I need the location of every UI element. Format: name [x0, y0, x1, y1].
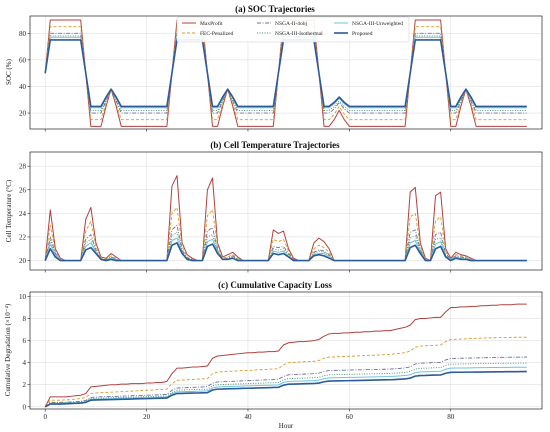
y-tick-label: 10 [19, 293, 27, 301]
series-line-nsga-iii-unweighted [44, 366, 527, 408]
cumulative-capacity-loss-panel: (c) Cumulative Capacity Loss 0 20 40 60 80 0 2… [4, 280, 543, 430]
legend-label: NSGA-III-Isothermal [275, 31, 323, 37]
series-line-proposed [44, 242, 527, 262]
panel-b-title: (b) Cell Temperature Trajectories [210, 140, 340, 150]
panel-a-title: (a) SOC Trajectories [235, 4, 315, 14]
y-tick-label: 4 [23, 359, 27, 367]
y-tick-label: 24 [19, 210, 27, 218]
legend-box [176, 16, 410, 43]
panel-b-ylabel: Cell Temperature (°C) [5, 179, 13, 242]
panel-c-ylabel: Cumulative Degradation (×10⁻⁴) [4, 303, 12, 396]
legend-label: MaxProfit [200, 20, 223, 27]
legend-label: FEC-Penalized [200, 31, 234, 37]
soc-trajectories-panel: (a) SOC Trajectories 20 40 60 80 SOC (%) Ma… [5, 4, 543, 132]
legend-label: Proposed [352, 31, 373, 37]
y-tick-label: 20 [19, 110, 27, 118]
panel-c-title: (c) Cumulative Capacity Loss [218, 280, 332, 290]
cell-temperature-panel: (b) Cell Temperature Trajectories 20 22 24… [5, 140, 543, 273]
x-tick-label: 40 [244, 413, 252, 421]
series-line-nsga-ii-4obj [44, 356, 527, 408]
panel-c-frame [29, 291, 543, 410]
y-tick-label: 80 [19, 30, 27, 38]
panel-a-ylabel: SOC (%) [5, 58, 13, 85]
legend: MaxProfit FEC-Penalized NSGA-II-4obj NSGA-I… [176, 16, 410, 43]
y-tick-label: 40 [19, 83, 27, 91]
panel-c-xlabel: Hour [279, 422, 294, 430]
x-tick-label: 0 [43, 413, 47, 421]
y-tick-label: 22 [19, 233, 27, 241]
legend-label: NSGA-II-4obj [275, 21, 308, 27]
panel-b-frame [29, 151, 543, 271]
x-tick-label: 20 [143, 413, 151, 421]
series-line-proposed [44, 370, 527, 408]
y-tick-label: 26 [19, 186, 27, 194]
panel-a-frame [29, 15, 543, 130]
y-tick-label: 0 [23, 403, 27, 411]
series-line-maxprofit [44, 303, 527, 408]
y-tick-label: 6 [23, 337, 27, 345]
x-tick-label: 80 [447, 413, 455, 421]
series-line-nsga-ii-4obj [44, 224, 527, 262]
series-line-fec-penalized [44, 336, 527, 408]
legend-label: NSGA-III-Unweighted [352, 21, 403, 27]
y-tick-label: 28 [19, 163, 27, 171]
y-tick-label: 60 [19, 56, 27, 64]
y-tick-label: 8 [23, 315, 27, 323]
y-tick-label: 2 [23, 381, 27, 389]
y-tick-label: 20 [19, 257, 27, 265]
x-tick-label: 60 [346, 413, 354, 421]
